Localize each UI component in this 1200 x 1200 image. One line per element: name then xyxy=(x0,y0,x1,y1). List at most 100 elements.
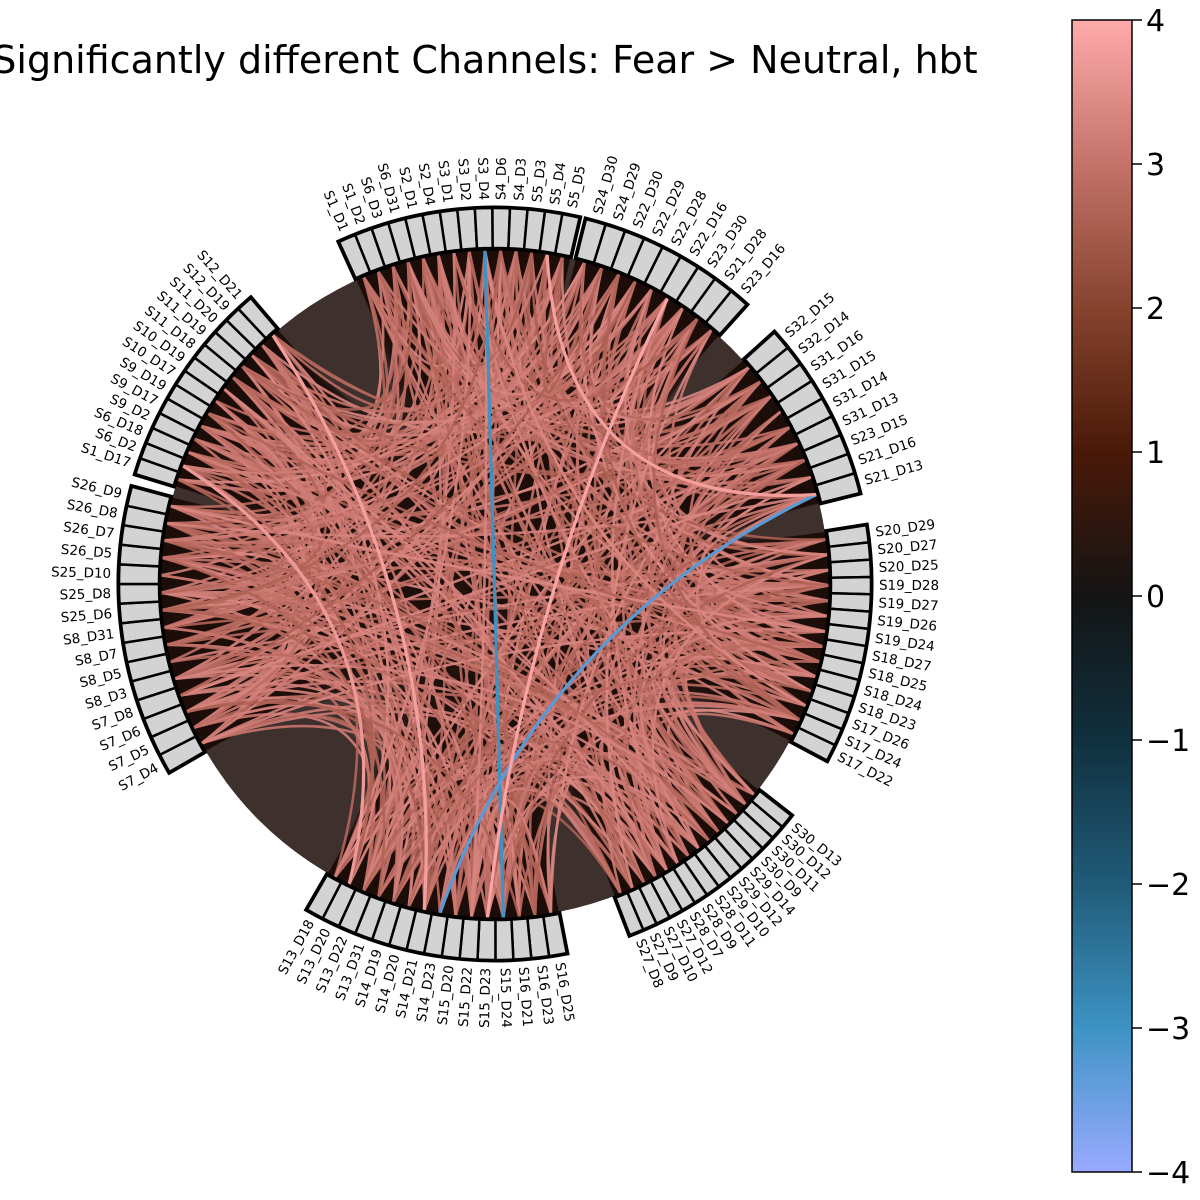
colorbar-tick-label: −2 xyxy=(1146,868,1190,903)
channel-label: S15_D24 xyxy=(497,968,514,1028)
colorbar-tick-label: 1 xyxy=(1146,436,1165,471)
chord-link xyxy=(179,273,621,697)
chord-link xyxy=(651,655,817,806)
chord-link xyxy=(452,252,821,663)
chord-link xyxy=(250,354,390,885)
channel-segment xyxy=(704,289,749,337)
chord-link xyxy=(177,478,375,885)
chord-link xyxy=(468,250,739,815)
channel-label: S3_D4 xyxy=(474,157,491,200)
channel-segment xyxy=(491,206,512,250)
channel-segment xyxy=(814,471,862,505)
channel-label: S20_D29 xyxy=(874,517,936,541)
chord-link xyxy=(187,450,821,664)
channel-segment xyxy=(125,485,172,516)
channel-label: S15_D22 xyxy=(456,966,476,1027)
channel-segment xyxy=(118,600,163,625)
channel-label: S20_D27 xyxy=(877,537,938,558)
chord-link xyxy=(166,521,830,587)
chord-link xyxy=(362,276,637,412)
chord-link xyxy=(376,270,830,587)
chord-link-highlighted xyxy=(485,297,670,919)
channel-segment xyxy=(494,918,515,962)
chord-link xyxy=(161,395,772,595)
chord-link xyxy=(207,412,821,664)
chord-link xyxy=(169,504,826,633)
colorbar-tick-label: 4 xyxy=(1146,4,1165,39)
chord-link xyxy=(530,251,817,678)
channel-label: S26_D5 xyxy=(60,542,113,562)
channel-label: S25_D10 xyxy=(51,564,111,582)
channel-segment xyxy=(510,917,533,961)
chord-link-highlighted xyxy=(271,333,428,911)
chord-link xyxy=(629,307,829,603)
colorbar-tick-label: 3 xyxy=(1146,148,1165,183)
colorbar-tick-label: −4 xyxy=(1146,1156,1190,1191)
chord-link xyxy=(407,704,801,908)
chord-link xyxy=(241,261,413,411)
channel-segment xyxy=(828,558,873,579)
colorbar-tick-label: 2 xyxy=(1146,292,1165,327)
chord-link xyxy=(170,653,622,895)
chart-title-text: Significantly different Channels: Fear >… xyxy=(0,38,978,82)
chord-link xyxy=(624,288,828,556)
chord-link xyxy=(179,682,404,903)
chord-link xyxy=(392,493,818,903)
chord-link-highlighted xyxy=(545,254,817,497)
chord-link xyxy=(362,252,456,892)
chord-link xyxy=(406,261,806,478)
chord-link xyxy=(406,261,637,396)
chord-link xyxy=(622,642,824,878)
chord-link xyxy=(163,626,505,919)
channel-label: S26_D8 xyxy=(65,497,119,522)
channel-label: S25_D6 xyxy=(60,606,113,626)
channel-label: S5_D5 xyxy=(565,164,589,209)
chord-link xyxy=(163,539,720,833)
chord-link xyxy=(673,426,791,806)
colorbar-gradient xyxy=(1071,19,1133,1173)
chord-segments xyxy=(116,205,874,963)
chord-link xyxy=(533,458,806,916)
channel-label: S20_D25 xyxy=(878,557,939,575)
chord-link xyxy=(629,738,720,842)
chord-link xyxy=(163,306,684,542)
channel-label: S4_D3 xyxy=(511,157,530,201)
channel-label: S8_D7 xyxy=(74,646,119,670)
channel-label: S3_D1 xyxy=(434,159,455,204)
chord-link xyxy=(362,366,751,892)
channel-label: S16_D23 xyxy=(533,964,556,1026)
chord-link xyxy=(192,250,518,729)
chord-highlighted-links xyxy=(181,250,818,919)
chord-link xyxy=(261,343,747,806)
channel-segment xyxy=(117,582,161,605)
channel-label: S15_D20 xyxy=(435,964,458,1026)
chord-link xyxy=(605,280,772,446)
colorbar-tick-label: −3 xyxy=(1146,1012,1190,1047)
chord-link xyxy=(163,539,306,729)
channel-segment xyxy=(236,296,279,341)
channel-label: S26_D7 xyxy=(62,519,115,542)
chord-link-highlighted xyxy=(181,464,366,885)
chord-link xyxy=(528,759,646,916)
chord-link xyxy=(406,261,537,916)
chord-link xyxy=(223,387,700,850)
channel-label: S5_D3 xyxy=(529,159,550,203)
channel-label: S19_D27 xyxy=(878,595,939,614)
chord-link xyxy=(438,787,622,914)
chord-link xyxy=(333,760,700,878)
channel-label: S4_D6 xyxy=(493,157,510,200)
channel-label: S5_D4 xyxy=(547,161,570,206)
chord-link xyxy=(602,273,807,707)
channel-segment xyxy=(473,206,494,250)
chart-title: Significantly different Channels: Fear >… xyxy=(0,38,1050,82)
channel-label: S2_D4 xyxy=(415,162,438,207)
chord-link xyxy=(579,262,762,421)
chord-link xyxy=(483,249,807,707)
chord-link xyxy=(187,376,331,491)
chord-link xyxy=(499,249,806,469)
chord-link xyxy=(639,614,828,850)
chord-link xyxy=(166,643,374,892)
chord-link xyxy=(174,664,729,825)
chord-link xyxy=(407,674,812,908)
